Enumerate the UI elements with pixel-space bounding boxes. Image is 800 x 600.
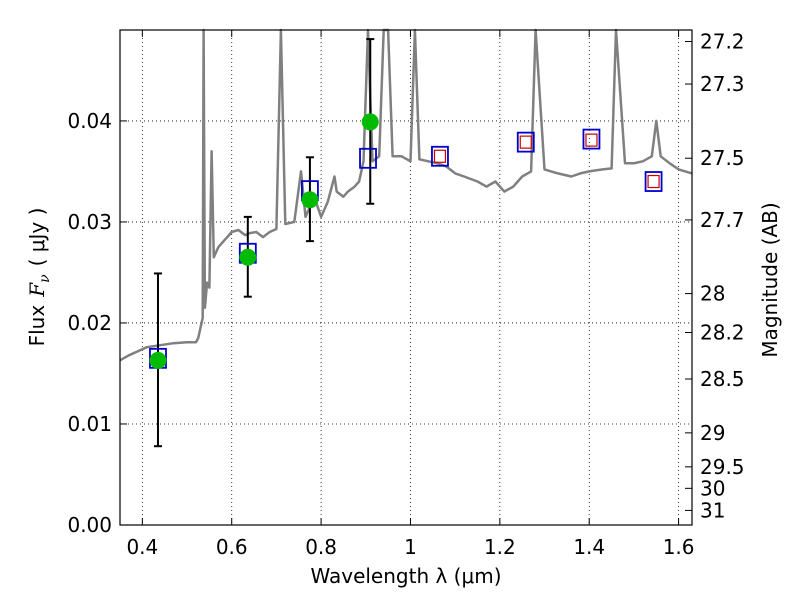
x-tick-label: 1 — [404, 535, 417, 559]
magnitude-tick-label: 28 — [700, 282, 725, 306]
y-axis-title: Flux Fν ( μJy ) — [25, 208, 53, 347]
plot-area — [120, 30, 692, 525]
blue-square-marker — [644, 171, 663, 192]
y-axis-title-symbol: F — [25, 282, 49, 298]
magnitude-tick-label: 28.2 — [700, 321, 745, 345]
red-square-marker — [585, 133, 598, 147]
y-tick-label: 0.00 — [67, 513, 112, 537]
x-tick-label: 0.4 — [126, 535, 158, 559]
data-markers — [149, 113, 663, 369]
y-axis-title-unit: ( μJy ) — [25, 208, 49, 267]
magnitude-tick-label: 31 — [700, 498, 725, 522]
blue-square-marker — [516, 131, 535, 153]
red-square-marker — [433, 149, 447, 163]
magnitude-tick-label: 27.3 — [700, 72, 745, 96]
y-axis-ticks: 0.00 0.01 0.02 0.03 0.04 — [67, 109, 127, 537]
y-tick-label: 0.01 — [67, 412, 112, 436]
y-axis-title-prefix: Flux — [25, 305, 49, 347]
y-tick-label: 0.02 — [67, 311, 112, 335]
magnitude-tick-label: 29 — [700, 421, 725, 445]
magnitude-tick-label: 30 — [700, 476, 725, 500]
green-circle-marker — [239, 248, 257, 266]
y-tick-label: 0.03 — [67, 210, 112, 234]
green-circle-marker — [361, 113, 379, 131]
x-tick-label: 1.6 — [663, 535, 695, 559]
blue-square-marker — [582, 128, 601, 150]
plot-frame — [119, 29, 693, 526]
x-axis-ticks: 0.4 0.6 0.8 1 1.2 1.4 1.6 — [126, 30, 695, 559]
y-tick-label: 0.04 — [67, 109, 112, 133]
red-square-marker — [647, 174, 660, 189]
x-tick-label: 1.4 — [573, 535, 605, 559]
magnitude-axis-title: Magnitude (AB) — [758, 202, 782, 357]
x-axis-title: Wavelength λ (μm) — [310, 564, 501, 588]
x-tick-label: 0.8 — [305, 535, 337, 559]
magnitude-tick-label: 27.5 — [700, 146, 745, 170]
model-spectrum-line — [119, 28, 693, 362]
x-tick-label: 1.2 — [484, 535, 516, 559]
blue-square-marker — [431, 145, 449, 167]
green-circle-marker — [301, 191, 319, 209]
magnitude-tick-label: 28.5 — [700, 367, 745, 391]
magnitude-tick-label: 27.2 — [700, 29, 745, 53]
x-tick-label: 0.6 — [216, 535, 248, 559]
green-circle-marker — [149, 351, 167, 369]
y-axis-title-symbol-sub: ν — [37, 274, 53, 283]
magnitude-tick-label: 29.5 — [700, 455, 745, 479]
blue-square-marker — [359, 147, 377, 169]
red-square-marker — [519, 135, 532, 149]
magnitude-tick-label: 27.7 — [700, 208, 745, 232]
